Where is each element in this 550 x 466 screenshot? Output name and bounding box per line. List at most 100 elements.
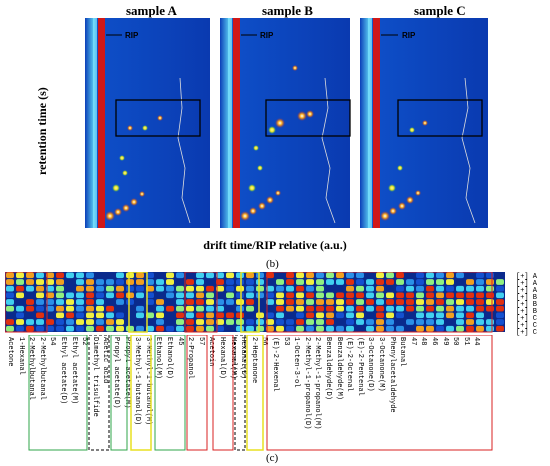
heatmap-cell (126, 319, 134, 325)
heatmap-cell (486, 285, 494, 292)
heatmap-cell (96, 305, 104, 312)
heatmap-cell (386, 285, 394, 292)
heatmap-cell (156, 325, 164, 332)
heatmap-cell (446, 279, 454, 285)
heatmap-cell (206, 312, 214, 319)
heatmap-cell (216, 272, 224, 279)
heatmap-cell (326, 272, 334, 279)
heatmap-cell (356, 305, 364, 312)
heatmap-cell (336, 319, 344, 325)
heatmap-cell (116, 279, 124, 285)
heatmap-cell (276, 292, 284, 299)
heatmap-cell (36, 285, 44, 292)
heatmap-cell (486, 279, 494, 285)
heatmap-cell (486, 272, 494, 279)
heatmap-cell (386, 272, 394, 279)
heatmap-cell (86, 305, 94, 312)
heatmap-cell (426, 305, 434, 312)
heatmap-cell (496, 325, 504, 332)
heatmap-cell (496, 292, 504, 299)
heatmap-cell (166, 285, 174, 292)
heatmap-cell (426, 312, 434, 319)
heatmap-cell (466, 305, 474, 312)
sample-c-title: sample C (414, 3, 466, 18)
heatmap-cell (236, 299, 244, 305)
heatmap-cell (436, 272, 444, 279)
heatmap-cell (426, 325, 434, 332)
heatmap-cell (226, 312, 234, 319)
heatmap-cell (486, 325, 494, 332)
heatmap-cell (56, 299, 64, 305)
heatmap-cell (426, 279, 434, 285)
heatmap-cell (496, 319, 504, 325)
heatmap-cell (416, 292, 424, 299)
heatmap-cell (436, 292, 444, 299)
heatmap-cell (306, 319, 314, 325)
heatmap-cell (146, 325, 154, 332)
rip-label-c: RIP (402, 31, 416, 40)
heatmap-cell (276, 319, 284, 325)
row-label: [+] B (516, 301, 538, 309)
heatmap-cell (166, 292, 174, 299)
heatmap-cell (226, 272, 234, 279)
heatmap-cell (396, 319, 404, 325)
heatmap-cell (116, 299, 124, 305)
heatmap-cell (126, 305, 134, 312)
heatmap-cell (106, 319, 114, 325)
heatmap-cell (136, 292, 144, 299)
heatmap-cell (16, 299, 24, 305)
heatmap-cell (356, 292, 364, 299)
heatmap-cell (276, 285, 284, 292)
row-label: [+] B (516, 294, 538, 302)
heatmap-cell (106, 285, 114, 292)
heatmap-cell (426, 292, 434, 299)
heatmap-cell (16, 319, 24, 325)
heatmap-cell (396, 312, 404, 319)
heatmap-cell (316, 312, 324, 319)
heatmap-cell (166, 279, 174, 285)
heatmap-cell (346, 325, 354, 332)
heatmap-cell (86, 312, 94, 319)
heatmap-cell (456, 325, 464, 332)
heatmap-cell (376, 305, 384, 312)
heatmap-cell (476, 279, 484, 285)
heatmap-cell (196, 272, 204, 279)
heatmap-cell (256, 272, 264, 279)
heatmap-cell (36, 272, 44, 279)
heatmap-cell (126, 285, 134, 292)
heatmap-cell (386, 279, 394, 285)
heatmap-cell (176, 279, 184, 285)
heatmap-cell (146, 312, 154, 319)
heatmap-cell (256, 292, 264, 299)
heatmap-cell (276, 305, 284, 312)
heatmap-cell (336, 292, 344, 299)
heatmap-cell (236, 272, 244, 279)
heatmap-cell (216, 285, 224, 292)
heatmap-cell (66, 319, 74, 325)
heatmap-cell (106, 272, 114, 279)
heatmap-cell (256, 319, 264, 325)
heatmap-cell (416, 285, 424, 292)
heatmap-cell (456, 305, 464, 312)
heatmap-cell (476, 299, 484, 305)
heatmap-cell (286, 285, 294, 292)
heatmap-cell (136, 272, 144, 279)
group-boxes (28, 335, 493, 451)
heatmap-cell (236, 325, 244, 332)
heatmap-cell (476, 325, 484, 332)
heatmap-cell (6, 299, 14, 305)
heatmap-cell (56, 319, 64, 325)
heatmap-cell (436, 279, 444, 285)
heatmap-cell (446, 325, 454, 332)
heatmap-cell (166, 272, 174, 279)
heatmap-cell (226, 319, 234, 325)
heatmap-cell (296, 299, 304, 305)
heatmap-cell (466, 319, 474, 325)
heatmap-cell (486, 299, 494, 305)
rip-label-a: RIP (125, 31, 139, 40)
heatmap-cell (76, 285, 84, 292)
heatmap-cell (306, 312, 314, 319)
heatmap-cell (396, 305, 404, 312)
heatmap-cell (316, 305, 324, 312)
x-axis-label: drift time/RIP relative (a.u.) (203, 238, 347, 252)
